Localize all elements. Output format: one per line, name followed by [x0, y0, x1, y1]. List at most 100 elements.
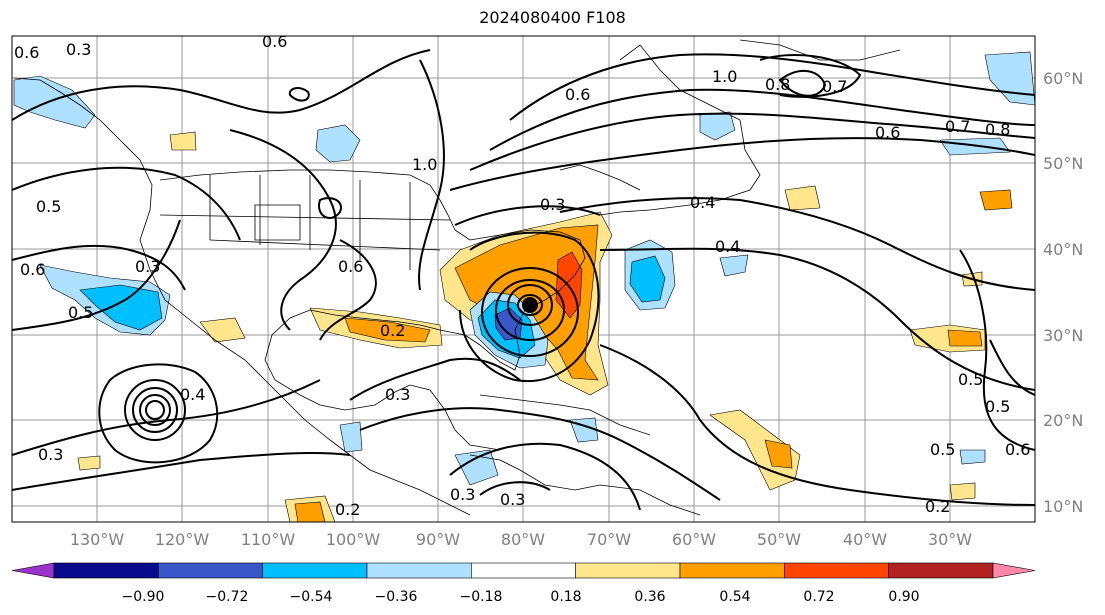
contour-label: 0.3	[500, 490, 525, 509]
lat-label: 50°N	[1043, 154, 1083, 173]
colorbar-tick-label: −0.72	[206, 589, 249, 605]
contour-label: 0.6	[20, 260, 45, 279]
colorbar	[11, 562, 1036, 579]
contour-label: 0.2	[925, 497, 950, 516]
colorbar-tick-label: −0.90	[122, 589, 165, 605]
colorbar-tick-label: −0.18	[460, 589, 503, 605]
contour-label: 0.6	[262, 32, 287, 51]
contour-label: 0.5	[958, 370, 983, 389]
colorbar-segment	[992, 562, 1036, 579]
shade-ne-yellow	[784, 185, 821, 211]
lon-label: 30°W	[928, 530, 972, 549]
storm-center-marker	[522, 297, 538, 313]
shade-mid-atl-orange	[947, 329, 983, 347]
contour-label: 0.5	[36, 197, 61, 216]
lon-label: 40°W	[843, 530, 887, 549]
colorbar-tick-label: 0.72	[803, 589, 834, 605]
contour-label: 0.3	[135, 257, 160, 276]
shade-atlantic-blue-core	[629, 255, 666, 303]
shade-pacific-south-orange	[294, 501, 326, 522]
lon-label: 110°W	[241, 530, 296, 549]
contour-label: 0.4	[715, 237, 740, 256]
contour-label: 0.7	[822, 77, 847, 96]
shade-ne-orange	[979, 189, 1013, 211]
shade-carib-blue-2	[454, 449, 499, 486]
colorbar-segment	[11, 562, 55, 579]
contour-label: 0.5	[930, 440, 955, 459]
shade-atlantic-blue-small	[719, 254, 749, 277]
colorbar-segment	[158, 562, 263, 579]
contour-label: 0.3	[540, 195, 565, 214]
lat-label: 30°N	[1043, 326, 1083, 345]
lon-label: 100°W	[326, 530, 381, 549]
lat-labels: 60°N 50°N 40°N 30°N 20°N 10°N	[1043, 69, 1083, 516]
contour-label: 0.2	[335, 500, 360, 519]
contour-label: 0.7	[945, 117, 970, 136]
colorbar-ticks: −0.90 −0.72 −0.54 −0.36 −0.18 0.18 0.36 …	[122, 589, 920, 605]
contour-label: 0.6	[338, 257, 363, 276]
shade-carib-blue-4	[959, 449, 986, 465]
lat-label: 60°N	[1043, 69, 1083, 88]
shade-mexico-yellow	[199, 317, 246, 343]
lon-label: 70°W	[587, 530, 631, 549]
colorbar-segment	[262, 562, 368, 579]
lat-label: 40°N	[1043, 240, 1083, 259]
lon-label: 90°W	[416, 530, 460, 549]
contour-label: 0.3	[385, 385, 410, 404]
lon-label: 50°W	[757, 530, 801, 549]
contour-label: 1.0	[712, 67, 737, 86]
shade-canada-blue	[315, 124, 361, 163]
contour-label: 0.8	[765, 75, 790, 94]
colorbar-tick-label: −0.36	[375, 589, 418, 605]
colorbar-segment	[471, 562, 576, 579]
lat-label: 20°N	[1043, 411, 1083, 430]
shade-small-yellow-3	[77, 455, 101, 471]
contour-label: 0.3	[66, 40, 91, 59]
map-title: 2024080400 F108	[479, 8, 626, 27]
shade-pacific-blue-core	[79, 284, 163, 331]
map-border	[11, 35, 1036, 523]
shade-carib-blue	[339, 421, 363, 453]
contour-label: 1.0	[412, 155, 437, 174]
contour-label: 0.5	[985, 397, 1010, 416]
lat-label: 10°N	[1043, 497, 1083, 516]
colorbar-segment	[366, 562, 472, 579]
colorbar-segment	[575, 562, 681, 579]
contour-label: 0.5	[68, 303, 93, 322]
contour-label: 0.4	[690, 193, 715, 212]
shade-gulf-orange	[344, 317, 431, 343]
contour-label: 0.6	[565, 85, 590, 104]
contour-label: 0.3	[38, 445, 63, 464]
colorbar-tick-label: 0.90	[888, 589, 919, 605]
colorbar-tick-label: −0.54	[290, 589, 333, 605]
lon-label: 120°W	[155, 530, 210, 549]
shade-atl-orange	[764, 439, 793, 469]
contour-label: 0.6	[14, 43, 39, 62]
lon-labels: 130°W 120°W 110°W 100°W 90°W 80°W 70°W 6…	[70, 530, 972, 549]
lon-label: 60°W	[672, 530, 716, 549]
colorbar-tick-label: 0.36	[634, 589, 665, 605]
shade-atl-yellow	[709, 409, 801, 491]
coastlines	[13, 39, 901, 516]
contour-label: 0.8	[985, 120, 1010, 139]
shade-small-yellow-1	[169, 131, 197, 151]
shade-small-yellow-2	[949, 482, 976, 501]
contour-label: 0.6	[1005, 440, 1030, 459]
colorbar-segment	[53, 562, 159, 579]
colorbar-segment	[784, 562, 889, 579]
shade-greenland-blue	[984, 51, 1035, 106]
colorbar-segment	[679, 562, 785, 579]
contour-labels: 0.6 0.5 0.3 0.4 0.3 0.2 0.6 0.5 1.0 0.8 …	[14, 32, 1030, 519]
contour-label: 0.3	[450, 485, 475, 504]
lon-label: 130°W	[70, 530, 125, 549]
lon-label: 80°W	[501, 530, 545, 549]
colorbar-tick-label: 0.18	[550, 589, 581, 605]
shade-alaska	[13, 75, 96, 129]
contours	[12, 49, 1035, 511]
contour-label: 0.6	[875, 123, 900, 142]
colorbar-segment	[888, 562, 994, 579]
contour-label: 0.4	[180, 385, 205, 404]
colorbar-tick-label: 0.54	[719, 589, 750, 605]
contour-label: 0.2	[380, 321, 405, 340]
